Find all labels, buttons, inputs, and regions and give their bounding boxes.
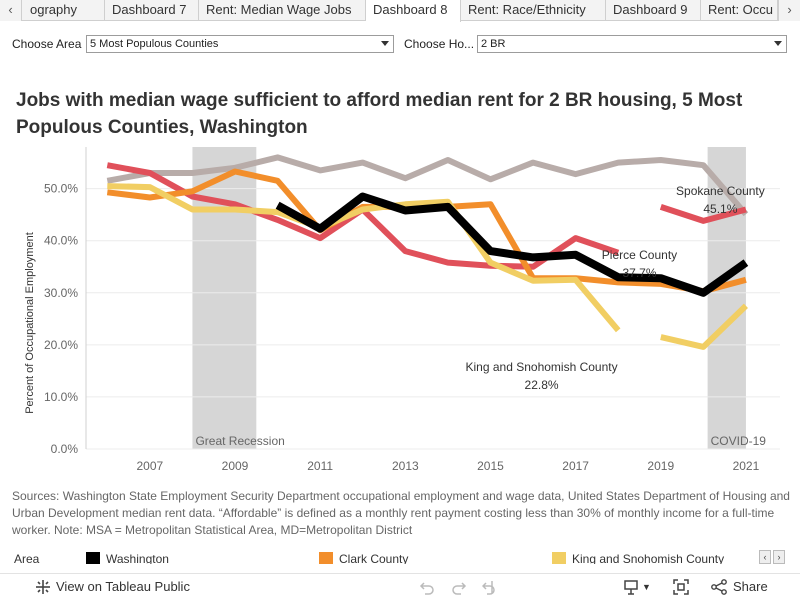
annotation-label: 45.1% — [703, 202, 737, 216]
annotation-label: 37.7% — [622, 266, 656, 280]
line-chart[interactable]: 0.0% 10.0% 20.0% 30.0% 40.0% 50.0% 2007 2009 201… — [0, 140, 800, 480]
y-tick-label: 30.0% — [44, 286, 78, 300]
legend-item-king-snohomish[interactable]: King and Snohomish County — [552, 552, 724, 564]
share-button[interactable]: Share — [733, 579, 768, 594]
series-line-pierce-county — [106, 162, 620, 270]
legend-label: Washington — [106, 552, 169, 564]
annotation-label: King and Snohomish County — [466, 360, 618, 374]
legend-swatch — [319, 552, 333, 564]
x-tick-label: 2017 — [562, 459, 589, 473]
tab-demography[interactable]: ography — [23, 0, 105, 21]
chevron-down-icon — [774, 41, 782, 46]
housing-filter-label: Choose Ho... — [404, 37, 475, 51]
shaded-period — [192, 147, 257, 449]
download-icon[interactable] — [622, 578, 640, 596]
legend-swatch — [86, 552, 100, 564]
series-line-king-and-snohomish-county — [107, 183, 621, 333]
housing-dropdown-value: 2 BR — [481, 38, 506, 50]
tab-dashboard-7[interactable]: Dashboard 7 — [105, 0, 199, 21]
y-tick-label: 10.0% — [44, 390, 78, 404]
legend-item-clark-county[interactable]: Clark County — [319, 552, 408, 564]
y-tick-label: 20.0% — [44, 338, 78, 352]
series-line-king-and-snohomish-county — [660, 303, 748, 350]
legend-scroll-right-icon[interactable]: › — [773, 550, 785, 564]
fullscreen-icon[interactable] — [672, 578, 690, 596]
caret-down-icon[interactable]: ▼ — [642, 582, 651, 592]
housing-dropdown[interactable]: 2 BR — [477, 35, 787, 53]
tab-rent-race-ethnicity[interactable]: Rent: Race/Ethnicity — [461, 0, 606, 21]
shaded-period-label: Great Recession — [195, 434, 284, 448]
share-icon[interactable] — [710, 578, 728, 596]
x-tick-label: 2013 — [392, 459, 419, 473]
y-axis-label: Percent of Occupational Employment — [24, 232, 36, 414]
legend-swatch — [552, 552, 566, 564]
series-line-spokane-county — [106, 154, 749, 217]
tab-dashboard-8[interactable]: Dashboard 8 — [366, 0, 461, 22]
x-tick-label: 2015 — [477, 459, 504, 473]
tab-rent-median-wage-jobs[interactable]: Rent: Median Wage Jobs — [199, 0, 366, 21]
area-dropdown-value: 5 Most Populous Counties — [90, 38, 219, 50]
x-tick-label: 2009 — [222, 459, 249, 473]
annotation-label: 22.8% — [525, 378, 559, 392]
legend-label: King and Snohomish County — [572, 552, 725, 564]
series-line-pierce-county — [659, 204, 747, 224]
x-tick-label: 2007 — [137, 459, 164, 473]
x-tick-label: 2011 — [307, 459, 333, 473]
legend: Area Washington Clark County King and Sn… — [0, 550, 800, 564]
tab-rent-occupation[interactable]: Rent: Occu — [701, 0, 778, 21]
series-line-washington — [275, 192, 749, 297]
y-tick-label: 50.0% — [44, 182, 78, 196]
tableau-logo-icon — [36, 580, 50, 594]
y-tick-label: 40.0% — [44, 234, 78, 248]
area-filter-label: Choose Area — [12, 37, 82, 51]
annotation-label: Spokane County — [676, 184, 765, 198]
legend-item-washington[interactable]: Washington — [86, 552, 169, 564]
revert-icon[interactable] — [482, 578, 500, 596]
chevron-right-icon[interactable]: › — [778, 0, 800, 21]
legend-label: Clark County — [339, 552, 409, 564]
redo-icon[interactable] — [450, 578, 468, 596]
chevron-left-icon[interactable]: ‹ — [0, 0, 22, 21]
area-dropdown[interactable]: 5 Most Populous Counties — [86, 35, 394, 53]
tab-dashboard-9[interactable]: Dashboard 9 — [606, 0, 701, 21]
view-on-tableau-public-link[interactable]: View on Tableau Public — [56, 579, 190, 594]
tableau-toolbar: View on Tableau Public ▼ Share — [0, 573, 800, 600]
chevron-down-icon — [381, 41, 389, 46]
x-tick-label: 2021 — [733, 459, 760, 473]
y-tick-label: 0.0% — [51, 442, 79, 456]
x-tick-label: 2019 — [647, 459, 674, 473]
shaded-period-label: COVID-19 — [711, 434, 767, 448]
annotation-label: Pierce County — [602, 248, 677, 262]
legend-title: Area — [14, 552, 40, 564]
undo-icon[interactable] — [418, 578, 436, 596]
legend-scroll-left-icon[interactable]: ‹ — [759, 550, 771, 564]
sheet-tab-bar: ‹ ography Dashboard 7 Rent: Median Wage … — [0, 0, 800, 22]
chart-title: Jobs with median wage sufficient to affo… — [16, 90, 743, 138]
shaded-period — [707, 147, 746, 449]
sources-note: Sources: Washington State Employment Sec… — [12, 489, 790, 537]
